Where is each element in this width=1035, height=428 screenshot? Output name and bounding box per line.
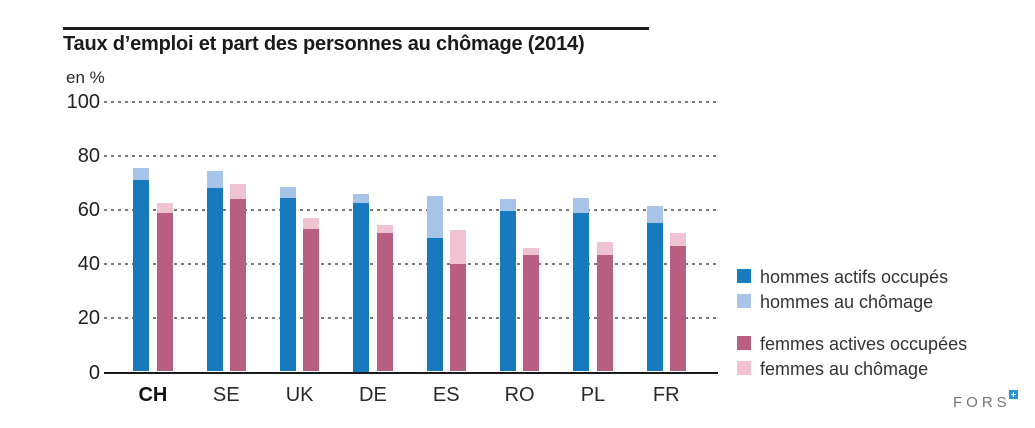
bar-fr-femmes-au-chomage [669, 232, 686, 247]
x-axis-label-es: ES [432, 384, 460, 406]
bar-ch-hommes-au-chomage [133, 167, 150, 181]
bar-ch-hommes-actifs-occupes [133, 180, 150, 372]
bar-se-femmes-au-chomage [229, 184, 246, 200]
legend-label-femmes-au-chomage: femmes au chômage [760, 358, 929, 379]
legend-label-hommes-au-chomage: hommes au chômage [760, 291, 934, 312]
y-axis-unit-label: en % [66, 68, 105, 87]
gridline-20 [104, 317, 716, 320]
y-tick-label-40: 40 [77, 253, 100, 276]
bar-uk-hommes-au-chomage [279, 186, 296, 198]
x-axis-label-ch: CH [138, 384, 168, 406]
legend-swatch-hommes-actifs-occupes [737, 269, 751, 283]
legend-label-femmes-actives-occupees: femmes actives occupées [760, 334, 968, 354]
figure-title: Taux d’emploi et part des personnes au c… [63, 33, 585, 55]
bar-uk-hommes-actifs-occupes [279, 197, 296, 372]
bar-pl-femmes-au-chomage [596, 242, 613, 255]
x-axis-label-fr: FR [652, 384, 680, 406]
bar-se-hommes-au-chomage [206, 170, 223, 189]
bar-ro-femmes-actives-occupees [523, 254, 540, 372]
y-tick-label-0: 0 [88, 361, 100, 384]
bar-pl-hommes-au-chomage [573, 197, 590, 213]
bar-ro-hommes-au-chomage [499, 199, 516, 212]
x-axis-label-uk: UK [285, 384, 314, 406]
y-tick-label-100: 100 [66, 90, 100, 113]
y-tick-label-60: 60 [77, 198, 100, 221]
gridline-60 [104, 208, 716, 211]
bar-fr-hommes-au-chomage [646, 205, 663, 224]
bar-pl-hommes-actifs-occupes [573, 212, 590, 372]
legend-swatch-femmes-actives-occupees [737, 336, 751, 350]
bar-de-femmes-au-chomage [376, 224, 393, 233]
bar-ro-femmes-au-chomage [523, 247, 540, 255]
x-axis-label-se: SE [212, 384, 240, 406]
bar-de-hommes-au-chomage [353, 193, 370, 204]
x-axis-label-ro: RO [504, 384, 535, 406]
bar-pl-femmes-actives-occupees [596, 254, 613, 372]
bar-fr-femmes-actives-occupees [669, 246, 686, 372]
bar-es-hommes-actifs-occupes [426, 238, 443, 372]
bar-ro-hommes-actifs-occupes [499, 211, 516, 372]
fors-logo: FORS [953, 390, 1028, 412]
legend-swatch-hommes-au-chomage [737, 293, 751, 308]
bar-ch-femmes-actives-occupees [156, 212, 173, 372]
legend-swatch-femmes-au-chomage [737, 360, 751, 375]
bar-es-hommes-au-chomage [426, 196, 443, 239]
bar-es-femmes-actives-occupees [449, 264, 466, 372]
fors-logo-square-icon [1009, 390, 1018, 399]
gridline-80 [104, 154, 716, 157]
bar-es-femmes-au-chomage [449, 230, 466, 265]
gridline-40 [104, 263, 716, 266]
bar-ch-femmes-au-chomage [156, 203, 173, 213]
bar-de-femmes-actives-occupees [376, 232, 393, 372]
bar-se-femmes-actives-occupees [229, 199, 246, 372]
x-axis-line [104, 371, 718, 374]
gridline-100 [104, 100, 716, 103]
y-tick-label-80: 80 [77, 144, 100, 167]
bar-uk-femmes-au-chomage [303, 218, 320, 229]
fors-logo-text: FORS [953, 394, 1011, 411]
bar-fr-hommes-actifs-occupes [646, 223, 663, 372]
bar-de-hommes-actifs-occupes [353, 203, 370, 372]
y-tick-label-20: 20 [77, 307, 100, 330]
x-axis-label-pl: PL [580, 384, 606, 406]
title-rule [63, 27, 649, 30]
legend-label-hommes-actifs-occupes: hommes actifs occupés [760, 267, 949, 287]
x-axis-label-de: DE [359, 384, 387, 406]
bar-se-hommes-actifs-occupes [206, 188, 223, 372]
bar-uk-femmes-actives-occupees [303, 228, 320, 372]
